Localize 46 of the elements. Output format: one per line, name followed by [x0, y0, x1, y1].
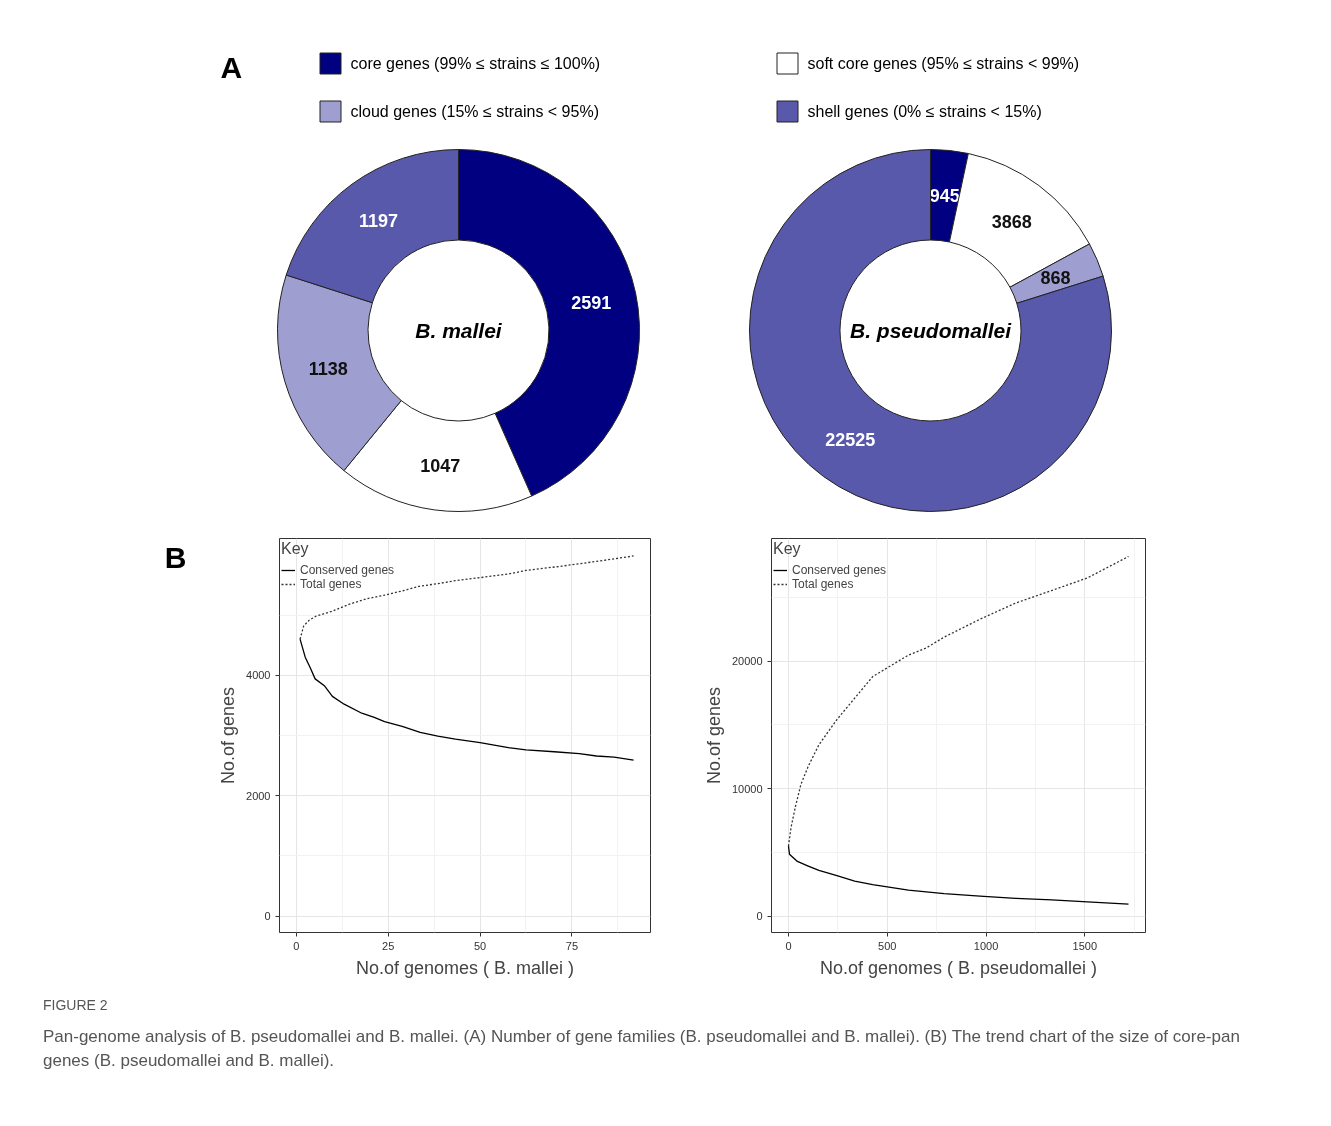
- y-tick-label: 10000: [731, 782, 763, 795]
- legend-label: Total genes: [792, 577, 854, 591]
- data-label: 22525: [825, 430, 876, 451]
- legend-label: soft core genes (95% ≤ strains < 99%): [807, 55, 1080, 72]
- text: B: [164, 541, 187, 575]
- data-label: 945: [929, 186, 960, 206]
- data-label: 1047: [420, 455, 461, 476]
- x-axis-title: No.of genomes ( B. mallei ): [355, 957, 575, 978]
- x-tick-label: 25: [382, 939, 395, 952]
- legend-title: Key: [773, 540, 802, 558]
- y-axis-title: No.of genes: [703, 686, 724, 785]
- legend-label: shell genes (0% ≤ strains < 15%): [807, 103, 1042, 120]
- data-label: 2591: [571, 292, 612, 313]
- legend-label: Conserved genes: [792, 563, 887, 577]
- line-series: [787, 555, 1130, 847]
- x-axis-title: No.of genomes ( B. pseudomallei ): [819, 957, 1098, 978]
- y-axis-title: No.of genes: [218, 686, 239, 785]
- x-tick-label: 1000: [973, 939, 999, 952]
- data-label: 868: [1040, 267, 1071, 288]
- y-tick-label: 2000: [246, 789, 271, 802]
- y-tick-label: 4000: [246, 669, 271, 682]
- legend-label: Total genes: [300, 577, 362, 591]
- line-series: [787, 845, 1130, 905]
- x-tick-label: 500: [878, 939, 897, 952]
- line-series: [299, 638, 635, 761]
- x-tick-label: 75: [565, 939, 579, 952]
- y-tick-label: 20000: [731, 655, 763, 668]
- y-tick-label: 0: [756, 910, 763, 923]
- legend-label: Conserved genes: [300, 563, 395, 577]
- x-tick-label: 0: [293, 939, 300, 952]
- legend-label: cloud genes (15% ≤ strains < 95%): [350, 103, 599, 120]
- x-tick-label: 0: [785, 939, 792, 952]
- data-label: 1138: [308, 359, 348, 380]
- line-series: [299, 555, 635, 640]
- caption: FIGURE 2: [43, 996, 108, 1015]
- slice-label: B. pseudomallei: [849, 319, 1013, 342]
- x-tick-label: 1500: [1072, 939, 1098, 952]
- data-label: 1197: [359, 211, 399, 232]
- slice-label: B. mallei: [415, 319, 503, 342]
- legend-label: core genes (99% ≤ strains ≤ 100%): [350, 55, 601, 72]
- text: Pan-genome analysis of B. pseudomallei and B. mallei. (A) Number of gene families (B. pseudomallei and B. mallei). (B) The trend chart of the size of core-pan genes (B. pseudomallei and B. mallei).: [43, 1026, 1241, 1072]
- legend-title: Key: [281, 540, 310, 558]
- x-tick-label: 50: [473, 939, 487, 952]
- data-label: 3868: [991, 212, 1032, 233]
- text: A: [220, 51, 243, 84]
- y-tick-label: 0: [264, 910, 271, 923]
